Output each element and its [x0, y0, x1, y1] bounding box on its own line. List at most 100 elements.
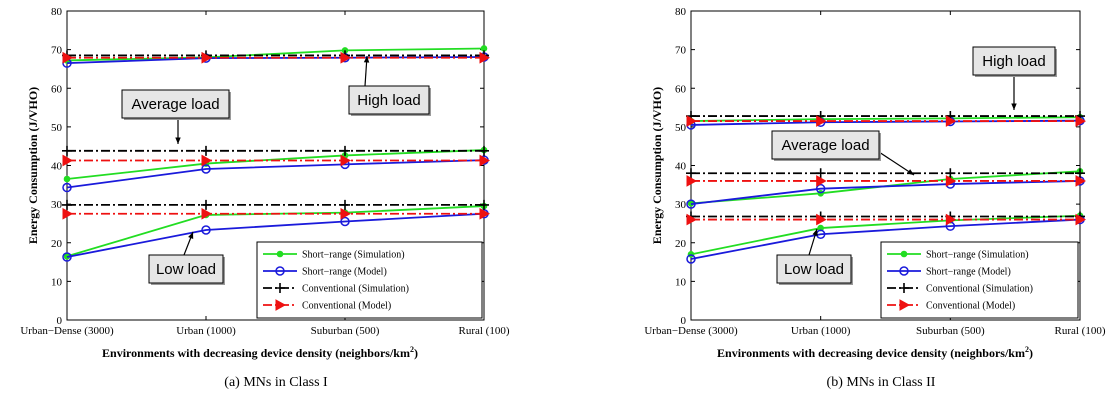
x-tick-label: Urban−Dense (3000)	[644, 325, 738, 337]
callout-box	[771, 130, 880, 160]
y-tick-label: 50	[51, 122, 63, 134]
data-point-circle-marker	[62, 252, 72, 262]
data-point-triangle-marker	[340, 207, 352, 220]
data-point-circle-marker	[201, 225, 211, 235]
y-axis-label: Energy Consumption (J/VHO)	[650, 87, 664, 244]
series-line	[690, 116, 1081, 122]
series-7	[62, 154, 491, 167]
callout-box	[348, 85, 430, 115]
data-point-circle-marker	[340, 216, 350, 227]
legend-entry: Short−range (Model)	[926, 267, 1011, 278]
data-point-triangle-marker	[479, 207, 491, 220]
y-tick-label: 50	[675, 122, 687, 134]
series-line	[66, 47, 485, 62]
x-tick-label: Rural (100)	[458, 325, 509, 337]
chart-class-1: 0 10 20 30 40 50 60 70 80 Urban−Dense (3000) Urban…	[20, 6, 509, 390]
callout-label: Average load	[781, 137, 869, 154]
y-tick-label: 10	[675, 276, 687, 288]
series-5	[62, 155, 489, 193]
data-point-triangle-marker	[686, 175, 698, 187]
data-point-triangle-marker	[945, 175, 957, 187]
data-point-dot-marker	[63, 175, 71, 183]
x-axis-label: Environments with decreasing device dens…	[102, 345, 418, 360]
callout-box	[972, 46, 1056, 76]
data-point-plus-marker	[62, 145, 72, 156]
series-3	[686, 115, 1087, 127]
data-point-triangle-marker	[1075, 115, 1087, 127]
data-point-triangle-marker	[816, 175, 827, 187]
series-line	[690, 218, 1081, 260]
data-point-triangle-marker	[945, 213, 957, 226]
data-point-plus-marker	[1075, 168, 1085, 179]
legend: Short−range (Simulation) Short−range (Mod…	[880, 241, 1079, 319]
legend-entry: Conventional (Model)	[926, 301, 1015, 312]
series-line	[690, 214, 1081, 256]
y-tick-label: 20	[675, 238, 687, 250]
data-point-plus-marker	[686, 168, 696, 179]
y-tick-label: 40	[51, 161, 63, 173]
data-point-circle-marker	[201, 164, 211, 174]
data-point-plus-marker	[479, 145, 489, 156]
x-tick-label: Urban (1000)	[791, 325, 851, 337]
legend-circle-marker	[899, 266, 909, 276]
series-7	[686, 175, 1087, 187]
callout-label: Average load	[131, 96, 219, 113]
legend-plus-marker	[275, 283, 285, 293]
x-axis-label-sup: 2	[1025, 345, 1029, 354]
legend-dot-marker	[900, 250, 908, 258]
x-tick-label: Urban−Dense (3000)	[20, 325, 114, 337]
subfigure-caption: (a) MNs in Class I	[224, 375, 328, 390]
annotation-callout: High load	[348, 55, 431, 116]
data-point-triangle-marker	[201, 154, 213, 167]
data-point-triangle-marker	[479, 51, 491, 64]
data-point-circle-marker	[815, 183, 826, 194]
callout-label: Low load	[784, 261, 844, 278]
series-line	[66, 212, 485, 258]
x-axis-label: Environments with decreasing device dens…	[717, 345, 1033, 360]
legend-dot-marker	[276, 250, 284, 258]
data-point-triangle-marker	[816, 115, 827, 127]
callout-label: High load	[357, 92, 420, 109]
series-6	[62, 145, 489, 156]
data-point-circle-marker	[686, 254, 696, 264]
data-point-triangle-marker	[62, 154, 74, 167]
series-line	[66, 159, 485, 189]
y-tick-label: 70	[51, 45, 63, 57]
data-point-triangle-marker	[62, 51, 74, 64]
x-tick-label: Rural (100)	[1054, 325, 1105, 337]
data-point-triangle-marker	[945, 115, 957, 127]
legend-entry: Conventional (Simulation)	[302, 284, 409, 295]
x-tick-label: Urban (1000)	[176, 325, 236, 337]
callout-arrow-head	[175, 137, 181, 144]
y-tick-label: 70	[675, 45, 687, 57]
y-tick-label: 20	[51, 238, 63, 250]
legend-plus-marker	[899, 283, 909, 293]
callout-arrow-head	[188, 232, 194, 239]
y-tick-label: 40	[675, 161, 687, 173]
series-10	[62, 199, 489, 210]
x-axis-label-text: Environments with decreasing device dens…	[102, 346, 410, 360]
data-point-triangle-marker	[201, 51, 213, 64]
data-point-triangle-marker	[340, 154, 352, 167]
series-11	[686, 213, 1087, 226]
y-tick-label: 80	[51, 6, 63, 18]
callout-arrow-head	[907, 169, 914, 175]
data-point-triangle-marker	[479, 154, 491, 167]
data-point-triangle-marker	[816, 213, 827, 226]
legend-triangle-marker	[275, 299, 287, 311]
y-tick-label: 80	[675, 6, 687, 18]
data-point-plus-marker	[62, 199, 72, 210]
legend-circle-marker	[275, 266, 285, 276]
data-point-plus-marker	[479, 199, 489, 210]
legend-entry: Conventional (Model)	[302, 301, 391, 312]
series-6	[686, 168, 1085, 179]
data-point-triangle-marker	[201, 207, 213, 220]
callout-arrow-head	[812, 229, 818, 236]
callout-arrow-line	[878, 151, 915, 176]
chart-class-2: 0 10 20 30 40 50 60 70 80 Urban−Dense (3000) Urban…	[644, 6, 1105, 390]
data-point-triangle-marker	[340, 51, 352, 64]
y-tick-label: 60	[675, 83, 687, 95]
y-axis-label: Energy Consumption (J/VHO)	[26, 87, 40, 244]
data-point-plus-marker	[815, 168, 826, 179]
